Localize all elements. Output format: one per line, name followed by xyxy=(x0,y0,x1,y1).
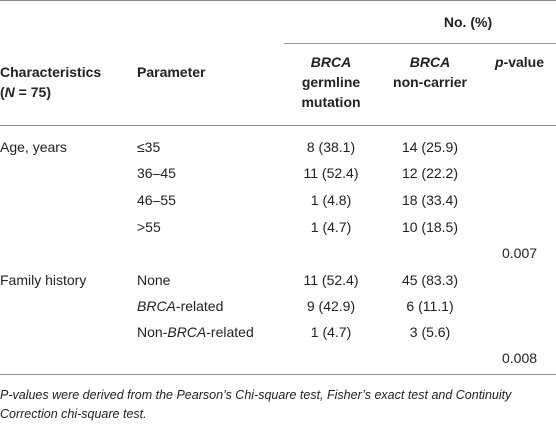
row-age-gt55-carrier: 1 (4.7) xyxy=(310,219,352,235)
row-age-36-45-parameter: 36–45 xyxy=(137,165,176,181)
row-family-brca-related-carrier: 9 (42.9) xyxy=(306,298,356,314)
header-brca-germline-mutation: BRCA germline mutation xyxy=(301,54,361,110)
row-family-none-carrier: 11 (52.4) xyxy=(303,272,359,288)
header-p-value: p-value xyxy=(495,54,545,70)
row-family-non-brca-related-carrier: 1 (4.7) xyxy=(310,324,352,340)
row-age-le35-carrier: 8 (38.1) xyxy=(306,139,356,155)
bottom-rule xyxy=(0,374,556,375)
row-family-brca-related-noncarrier: 6 (11.1) xyxy=(406,298,454,314)
header-brca-non-carrier: BRCA non-carrier xyxy=(393,54,467,90)
row-age-46-55-parameter: 46–55 xyxy=(137,192,176,208)
row-family-none-parameter: None xyxy=(137,272,171,288)
row-age-46-55-carrier: 1 (4.8) xyxy=(310,192,352,208)
top-rule xyxy=(0,0,556,1)
row-age-le35-noncarrier: 14 (25.9) xyxy=(401,139,459,155)
row-age-36-45-carrier: 11 (52.4) xyxy=(303,165,359,181)
row-age-p-value: 0.007 xyxy=(502,245,538,261)
row-age-characteristic: Age, years xyxy=(0,139,67,155)
row-family-non-brca-related-noncarrier: 3 (5.6) xyxy=(409,324,451,340)
header-characteristics: Characteristics (N = 75) xyxy=(0,64,102,100)
row-family-brca-related-parameter: BRCA-related xyxy=(137,298,224,314)
row-family-characteristic: Family history xyxy=(0,272,87,288)
row-family-non-brca-related-parameter: Non-BRCA-related xyxy=(137,324,254,340)
group-header-rule xyxy=(284,43,556,44)
row-family-none-noncarrier: 45 (83.3) xyxy=(401,272,459,288)
table-footnote: P-values were derived from the Pearson’s… xyxy=(0,388,512,421)
header-parameter: Parameter xyxy=(137,64,206,80)
row-age-gt55-parameter: >55 xyxy=(137,219,161,235)
row-age-36-45-noncarrier: 12 (22.2) xyxy=(401,165,459,181)
header-bottom-rule xyxy=(0,125,556,126)
row-age-gt55-noncarrier: 10 (18.5) xyxy=(401,219,459,235)
row-age-le35-parameter: ≤35 xyxy=(137,139,161,155)
row-age-46-55-noncarrier: 18 (33.4) xyxy=(401,192,459,208)
row-family-p-value: 0.008 xyxy=(502,350,538,366)
group-header-no-percent: No. (%) xyxy=(443,14,493,30)
